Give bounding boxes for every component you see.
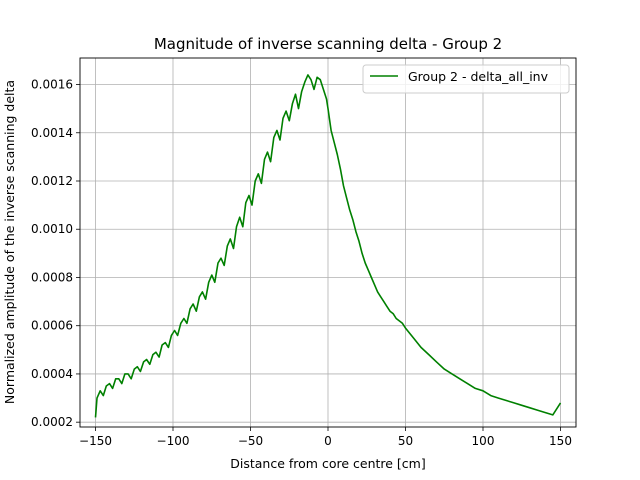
x-tick-label: 50 — [398, 434, 413, 448]
x-axis-label: Distance from core centre [cm] — [230, 456, 425, 471]
x-tick-label: −100 — [157, 434, 190, 448]
y-tick-label: 0.0008 — [31, 270, 73, 284]
y-tick-label: 0.0012 — [31, 174, 73, 188]
series-line-group-2 — [94, 74, 562, 418]
chart-title: Magnitude of inverse scanning delta - Gr… — [154, 35, 502, 53]
y-tick-label: 0.0006 — [31, 319, 73, 333]
x-tick-label: 150 — [549, 434, 572, 448]
y-tick-label: 0.0016 — [31, 78, 73, 92]
y-tick-label: 0.0002 — [31, 415, 73, 429]
x-tick-label: 0 — [324, 434, 332, 448]
y-tick-label: 0.0004 — [31, 367, 73, 381]
grid — [80, 58, 576, 427]
y-axis: 0.0002 0.0004 0.0006 0.0008 0.0010 0.0012 0.00… — [31, 78, 80, 429]
x-axis: −150 −100 −50 0 50 100 150 — [79, 427, 572, 448]
plot-area — [94, 74, 562, 418]
legend: Group 2 - delta_all_inv — [362, 64, 570, 94]
legend-label: Group 2 - delta_all_inv — [408, 69, 549, 84]
x-tick-label: −150 — [79, 434, 112, 448]
legend-box — [362, 64, 570, 94]
x-tick-label: −50 — [238, 434, 263, 448]
y-tick-label: 0.0014 — [31, 126, 73, 140]
y-axis-label: Normalized amplitude of the inverse scan… — [2, 80, 17, 404]
y-tick-label: 0.0010 — [31, 222, 73, 236]
x-tick-label: 100 — [472, 434, 495, 448]
